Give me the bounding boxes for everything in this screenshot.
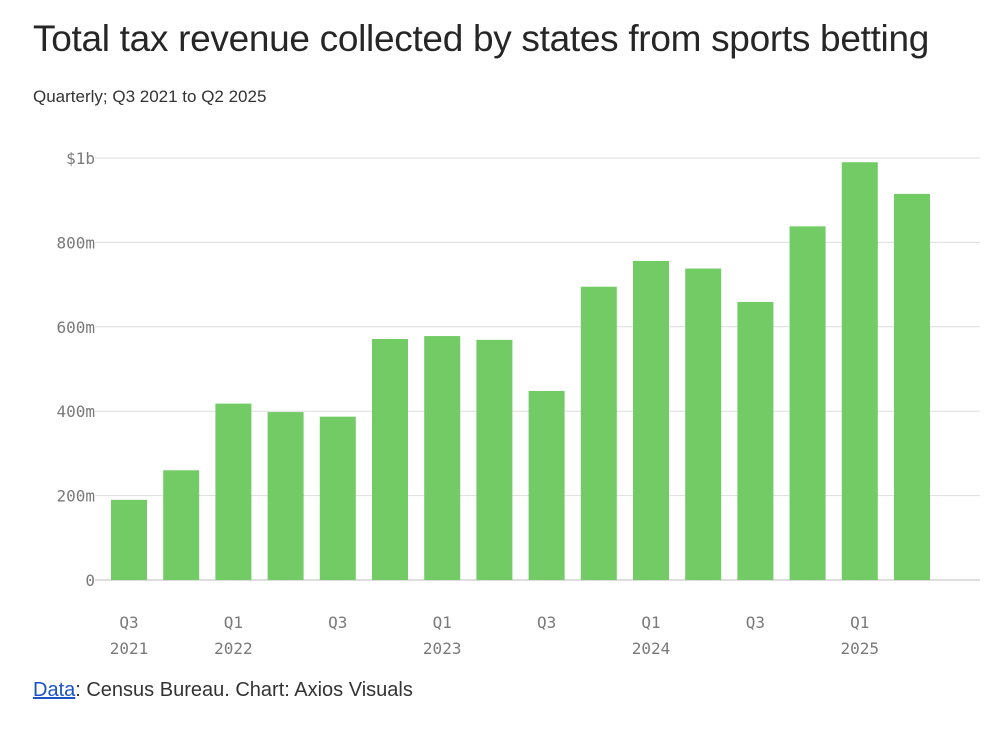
bars: [111, 162, 930, 580]
bar: [319, 416, 356, 580]
bar: [841, 162, 878, 580]
x-tick-quarter-label: Q3: [746, 613, 765, 632]
bar: [372, 339, 408, 580]
x-tick-year-label: 2022: [214, 639, 253, 658]
bar: [737, 301, 774, 580]
data-source-link[interactable]: Data: [33, 679, 76, 701]
x-tick-quarter-label: Q3: [328, 613, 347, 632]
chart-subtitle: Quarterly; Q3 2021 to Q2 2025: [33, 87, 267, 106]
x-axis-labels: Q3 2021 Q1 2022 Q3 Q1 2023 Q3 Q1 2024 Q3 Q1 2025: [110, 613, 879, 658]
chart-title: Total tax revenue collected by states fr…: [33, 18, 930, 59]
x-tick-quarter-label: Q1: [850, 613, 869, 632]
x-tick-year-label: 2023: [423, 639, 462, 658]
x-tick-quarter-label: Q1: [641, 613, 660, 632]
chart-footer: Data: Census Bureau. Chart: Axios Visual…: [33, 679, 413, 702]
bar: [528, 390, 565, 580]
y-tick-label: 200m: [56, 487, 95, 506]
bar: [163, 470, 200, 580]
x-tick-year-label: 2021: [110, 639, 149, 658]
y-axis-labels: 0 200m 400m 600m 800m $1b: [56, 149, 95, 590]
y-tick-label: 600m: [56, 318, 95, 337]
x-tick-year-label: 2024: [632, 639, 671, 658]
source-credit: : Census Bureau. Chart: Axios Visuals: [75, 679, 413, 701]
bar: [476, 339, 513, 580]
bar: [580, 286, 617, 580]
x-tick-quarter-label: Q1: [433, 613, 452, 632]
bar: [789, 226, 826, 580]
x-tick-quarter-label: Q3: [537, 613, 556, 632]
y-tick-label: 0: [85, 571, 95, 590]
y-tick-label: 400m: [56, 402, 95, 421]
y-tick-label: $1b: [66, 149, 95, 168]
bar: [424, 336, 461, 580]
bar: [267, 412, 304, 580]
bar: [111, 499, 147, 580]
x-tick-quarter-label: Q3: [119, 613, 138, 632]
x-tick-year-label: 2025: [841, 639, 880, 658]
x-tick-quarter-label: Q1: [224, 613, 243, 632]
y-tick-label: 800m: [56, 233, 95, 252]
bar: [215, 403, 252, 580]
bar: [685, 268, 722, 580]
bar: [633, 260, 669, 580]
bar: [894, 193, 930, 580]
